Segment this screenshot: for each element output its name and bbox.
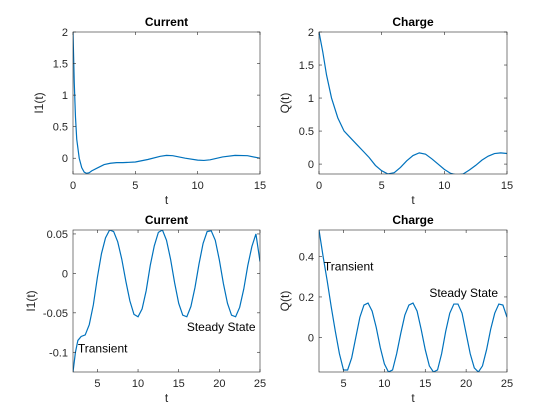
series-line-1 xyxy=(73,32,260,174)
annotation-transient: Transient xyxy=(78,341,128,355)
x-tick-label: 25 xyxy=(254,378,266,390)
x-tick-label: 5 xyxy=(340,378,346,390)
x-tick-label: 10 xyxy=(378,378,390,390)
y-axis-label: Q(t) xyxy=(278,291,292,312)
y-tick-label: 0.5 xyxy=(53,122,68,134)
y-tick-label: 0 xyxy=(62,153,68,165)
x-tick-label: 5 xyxy=(94,378,100,390)
chart-title: Current xyxy=(145,15,188,29)
plot-area xyxy=(73,32,260,174)
y-tick-label: 0 xyxy=(62,268,68,280)
x-tick-label: 20 xyxy=(213,378,225,390)
x-tick-label: 15 xyxy=(254,180,266,192)
x-tick-label: 15 xyxy=(173,378,185,390)
x-tick-label: 10 xyxy=(192,180,204,192)
y-tick-label: 0 xyxy=(308,333,314,345)
subplot-2: 0 5 10 15 0 0.5 1 1.5 2 Charge t Q(t) xyxy=(278,15,513,207)
subplot-1: 0 5 10 15 0 0.5 1 1.5 2 Current t I1(t) xyxy=(32,15,266,207)
y-tick-label: 1 xyxy=(62,90,68,102)
y-tick-label: 0.2 xyxy=(299,292,314,304)
x-tick-label: 5 xyxy=(379,180,385,192)
x-tick-label: 15 xyxy=(419,378,431,390)
subplot-3: 5 10 15 20 25 -0.1 -0.05 0 0.05 Current t I1(t) Tran… xyxy=(24,213,266,405)
annotation-steady-state: Steady State xyxy=(187,320,256,334)
y-tick-label: 0 xyxy=(308,159,314,171)
y-axis-label: I1(t) xyxy=(32,92,46,113)
y-axis-label: I1(t) xyxy=(24,290,38,311)
subplot-4: 5 10 15 20 25 0 0.2 0.4 Charge t Q(t) Transient Stea… xyxy=(278,213,513,405)
axes-frame xyxy=(72,31,261,175)
y-tick-label: 1.5 xyxy=(299,60,314,72)
x-tick-label: 10 xyxy=(438,180,450,192)
y-tick-label: 1.5 xyxy=(53,59,68,71)
y-tick-label: 1 xyxy=(308,93,314,105)
x-tick-label: 10 xyxy=(132,378,144,390)
series-line-1 xyxy=(73,230,260,372)
chart-title: Current xyxy=(145,213,188,227)
y-tick-label: 0.05 xyxy=(47,229,68,241)
annotation-steady-state: Steady State xyxy=(429,286,498,300)
series-line-1 xyxy=(319,32,507,174)
axes-frame xyxy=(72,229,261,373)
plot-area xyxy=(319,32,507,174)
y-tick-label: 2 xyxy=(62,27,68,39)
x-axis-label: t xyxy=(165,391,169,405)
axes-frame xyxy=(318,31,508,175)
axes-frame xyxy=(318,229,508,373)
x-tick-label: 15 xyxy=(501,180,513,192)
x-tick-label: 20 xyxy=(460,378,472,390)
x-tick-label: 0 xyxy=(70,180,76,192)
plot-area xyxy=(73,230,260,372)
y-tick-label: 0.4 xyxy=(299,251,314,263)
y-tick-label: -0.05 xyxy=(43,308,68,320)
series-line-1 xyxy=(319,230,507,372)
x-tick-label: 0 xyxy=(316,180,322,192)
x-axis-label: t xyxy=(165,193,169,207)
x-tick-label: 5 xyxy=(132,180,138,192)
x-axis-label: t xyxy=(411,391,415,405)
chart-title: Charge xyxy=(392,15,434,29)
y-tick-label: -0.1 xyxy=(49,347,68,359)
annotation-transient: Transient xyxy=(324,260,374,274)
y-tick-label: 2 xyxy=(308,27,314,39)
y-axis-label: Q(t) xyxy=(278,93,292,114)
x-axis-label: t xyxy=(411,193,415,207)
chart-title: Charge xyxy=(392,213,434,227)
plot-area xyxy=(319,230,507,372)
y-tick-label: 0.5 xyxy=(299,126,314,138)
x-tick-label: 25 xyxy=(501,378,513,390)
